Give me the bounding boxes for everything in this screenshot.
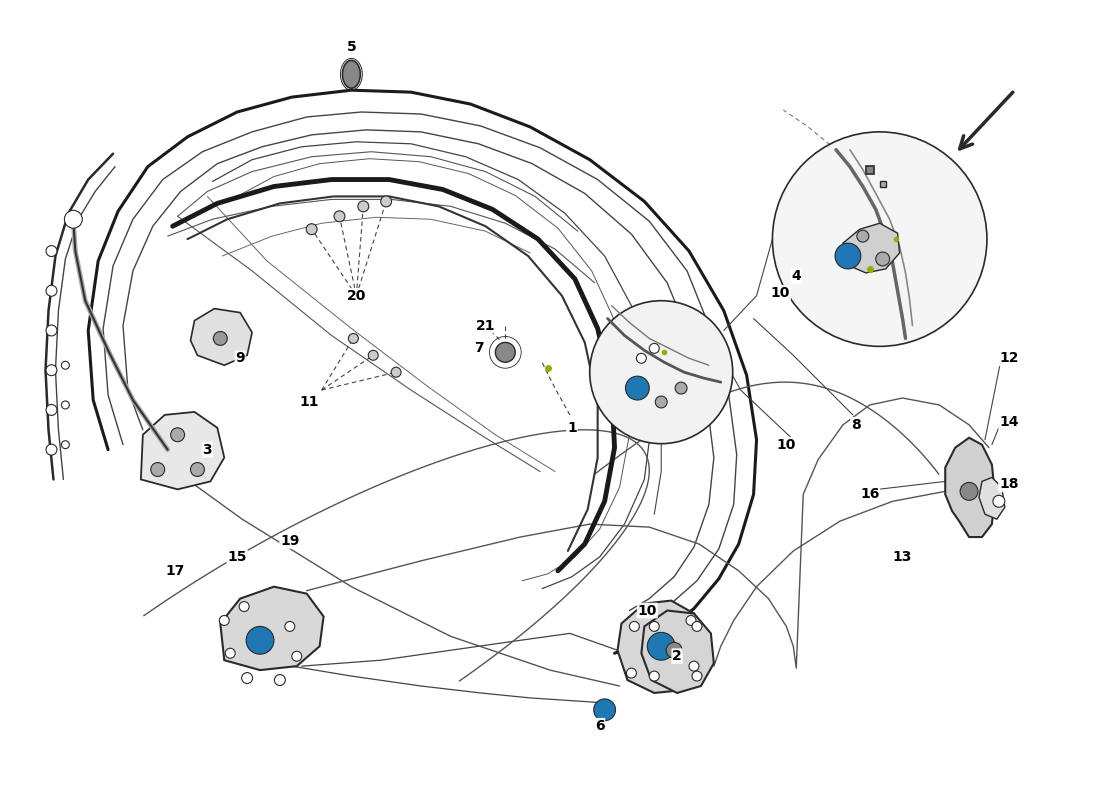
Circle shape xyxy=(65,210,82,228)
Text: 14: 14 xyxy=(999,415,1019,429)
Text: 10: 10 xyxy=(777,438,796,452)
Text: 4: 4 xyxy=(791,269,801,283)
Circle shape xyxy=(226,648,235,658)
Circle shape xyxy=(292,651,301,661)
Circle shape xyxy=(219,615,229,626)
Polygon shape xyxy=(843,223,900,273)
Circle shape xyxy=(46,246,57,257)
Text: 12: 12 xyxy=(999,351,1019,366)
Circle shape xyxy=(246,626,274,654)
Circle shape xyxy=(993,495,1004,507)
Circle shape xyxy=(960,482,978,500)
Circle shape xyxy=(840,248,856,264)
Ellipse shape xyxy=(342,60,361,88)
Circle shape xyxy=(62,401,69,409)
Circle shape xyxy=(46,405,57,415)
Text: 1: 1 xyxy=(566,421,576,435)
Circle shape xyxy=(656,396,668,408)
Text: 10: 10 xyxy=(638,603,657,618)
Circle shape xyxy=(594,699,616,721)
Circle shape xyxy=(46,325,57,336)
Text: 8: 8 xyxy=(851,418,860,432)
Circle shape xyxy=(649,671,659,681)
Circle shape xyxy=(772,132,987,346)
Circle shape xyxy=(627,668,637,678)
Text: 19: 19 xyxy=(280,534,299,548)
Circle shape xyxy=(835,243,861,269)
Circle shape xyxy=(190,462,205,477)
Circle shape xyxy=(62,441,69,449)
Circle shape xyxy=(213,331,228,346)
Circle shape xyxy=(630,381,645,395)
Polygon shape xyxy=(945,438,994,537)
Circle shape xyxy=(692,671,702,681)
Circle shape xyxy=(285,622,295,631)
Text: 15: 15 xyxy=(228,550,246,564)
Text: 17: 17 xyxy=(165,564,185,578)
Circle shape xyxy=(597,703,612,717)
Circle shape xyxy=(306,224,317,234)
Polygon shape xyxy=(979,478,1004,519)
Circle shape xyxy=(392,367,402,377)
Circle shape xyxy=(349,334,359,343)
Circle shape xyxy=(274,674,285,686)
Polygon shape xyxy=(220,586,323,670)
Text: 9: 9 xyxy=(235,351,245,366)
Circle shape xyxy=(647,632,675,660)
Circle shape xyxy=(876,252,890,266)
Text: 11: 11 xyxy=(300,395,319,409)
Circle shape xyxy=(495,342,515,362)
Text: 18: 18 xyxy=(999,478,1019,491)
Circle shape xyxy=(46,444,57,455)
Circle shape xyxy=(170,428,185,442)
Text: 13: 13 xyxy=(893,550,912,564)
Text: 20: 20 xyxy=(346,289,366,302)
Circle shape xyxy=(242,673,253,683)
Circle shape xyxy=(637,354,647,363)
Circle shape xyxy=(46,286,57,296)
Text: 2: 2 xyxy=(672,650,682,663)
Circle shape xyxy=(590,301,733,444)
Polygon shape xyxy=(141,412,224,490)
Text: 7: 7 xyxy=(474,342,483,355)
Circle shape xyxy=(368,350,378,360)
Circle shape xyxy=(629,622,639,631)
Text: 5: 5 xyxy=(346,41,356,54)
Circle shape xyxy=(686,615,696,626)
Circle shape xyxy=(649,343,659,354)
Circle shape xyxy=(381,196,392,207)
Circle shape xyxy=(62,362,69,370)
Circle shape xyxy=(689,661,698,671)
Circle shape xyxy=(46,365,57,376)
Circle shape xyxy=(239,602,249,611)
Polygon shape xyxy=(190,309,252,366)
Circle shape xyxy=(251,631,270,650)
Text: 10: 10 xyxy=(771,286,790,300)
Polygon shape xyxy=(641,610,714,693)
Polygon shape xyxy=(617,601,707,693)
Circle shape xyxy=(667,642,682,658)
Circle shape xyxy=(675,382,688,394)
Text: 21: 21 xyxy=(475,318,495,333)
Text: 16: 16 xyxy=(860,487,880,502)
Circle shape xyxy=(857,230,869,242)
Circle shape xyxy=(358,201,368,212)
Circle shape xyxy=(649,622,659,631)
Text: 3: 3 xyxy=(202,442,212,457)
Circle shape xyxy=(334,211,345,222)
Circle shape xyxy=(652,638,670,655)
Circle shape xyxy=(626,376,649,400)
Circle shape xyxy=(692,622,702,631)
Text: 6: 6 xyxy=(595,718,605,733)
Circle shape xyxy=(151,462,165,477)
